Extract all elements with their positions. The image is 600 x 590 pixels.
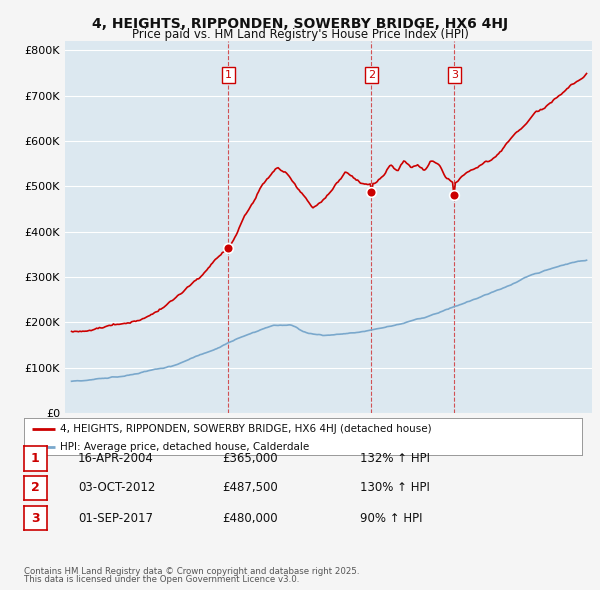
Text: Contains HM Land Registry data © Crown copyright and database right 2025.: Contains HM Land Registry data © Crown c… bbox=[24, 568, 359, 576]
Text: 03-OCT-2012: 03-OCT-2012 bbox=[78, 481, 155, 494]
Text: Price paid vs. HM Land Registry's House Price Index (HPI): Price paid vs. HM Land Registry's House … bbox=[131, 28, 469, 41]
Text: 4, HEIGHTS, RIPPONDEN, SOWERBY BRIDGE, HX6 4HJ: 4, HEIGHTS, RIPPONDEN, SOWERBY BRIDGE, H… bbox=[92, 17, 508, 31]
Text: 1: 1 bbox=[31, 452, 40, 465]
Text: 3: 3 bbox=[451, 70, 458, 80]
Text: 132% ↑ HPI: 132% ↑ HPI bbox=[360, 452, 430, 465]
Text: This data is licensed under the Open Government Licence v3.0.: This data is licensed under the Open Gov… bbox=[24, 575, 299, 584]
Text: 2: 2 bbox=[368, 70, 375, 80]
Text: 1: 1 bbox=[225, 70, 232, 80]
Text: £480,000: £480,000 bbox=[222, 512, 278, 525]
Text: £487,500: £487,500 bbox=[222, 481, 278, 494]
Text: 2: 2 bbox=[31, 481, 40, 494]
Text: HPI: Average price, detached house, Calderdale: HPI: Average price, detached house, Cald… bbox=[60, 442, 310, 453]
Text: 90% ↑ HPI: 90% ↑ HPI bbox=[360, 512, 422, 525]
Text: 01-SEP-2017: 01-SEP-2017 bbox=[78, 512, 153, 525]
Text: 16-APR-2004: 16-APR-2004 bbox=[78, 452, 154, 465]
Text: 4, HEIGHTS, RIPPONDEN, SOWERBY BRIDGE, HX6 4HJ (detached house): 4, HEIGHTS, RIPPONDEN, SOWERBY BRIDGE, H… bbox=[60, 424, 432, 434]
Text: 130% ↑ HPI: 130% ↑ HPI bbox=[360, 481, 430, 494]
Text: 3: 3 bbox=[31, 512, 40, 525]
Text: £365,000: £365,000 bbox=[222, 452, 278, 465]
